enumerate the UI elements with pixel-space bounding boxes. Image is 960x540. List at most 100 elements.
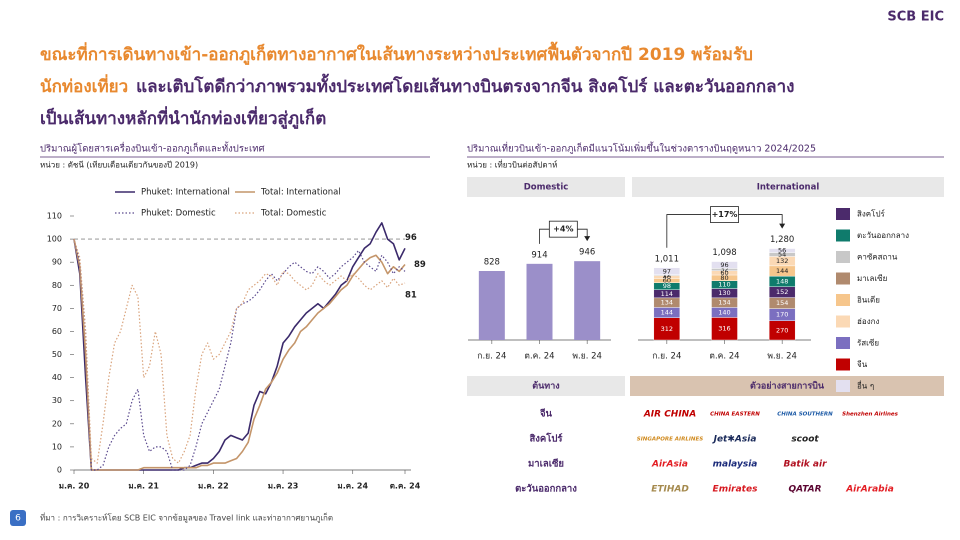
page-badge <box>10 510 26 526</box>
bar-segment <box>711 261 738 269</box>
table-header-text: ตัวอย่างสายการบิน <box>750 381 825 392</box>
segment-label: 110 <box>718 281 730 289</box>
airline-logo: AIR CHINA <box>643 410 696 420</box>
annotation-arrow <box>779 223 786 229</box>
segment-label: 152 <box>776 288 788 296</box>
annotation-box <box>548 220 578 238</box>
segment-label: 132 <box>776 257 788 265</box>
chart-subtitle: หน่วย : ดัชนี (เทียบเดือนเดียวกันของปี 2… <box>40 161 198 170</box>
page-number: 6 <box>15 514 21 524</box>
legend-swatch <box>836 358 850 371</box>
bar <box>574 261 601 340</box>
segment-label: 170 <box>776 311 788 319</box>
chart-title: ปริมาณเที่ยวบินเข้า-ออกภูเก็ตมีแนวโน้มเพ… <box>467 142 816 155</box>
airline-logo: malaysia <box>713 460 758 470</box>
annotation: +17% <box>712 210 738 219</box>
chart-title: ปริมาณผู้โดยสารเครื่องบินเข้า-ออกภูเก็ตแ… <box>40 142 265 155</box>
end-label: 96 <box>405 233 417 243</box>
segment-label: 140 <box>718 308 730 316</box>
legend-swatch <box>836 337 850 349</box>
y-tick-label: 70 <box>52 304 62 313</box>
total-label: 1,098 <box>712 248 736 258</box>
segment-label: 144 <box>776 267 788 275</box>
x-tick-label: ก.ย. 24 <box>477 352 506 362</box>
source: ที่มา : การวิเคราะห์โดย SCB EIC จากข้อมู… <box>40 512 333 524</box>
segment-label: 270 <box>776 326 788 334</box>
x-tick-label: ม.ค. 22 <box>198 482 229 491</box>
legend-label: ฮ่องกง <box>857 317 879 326</box>
legend-label: ตะวันออกกลาง <box>857 231 909 240</box>
chart-subtitle: หน่วย : เที่ยวบินต่อสัปดาห์ <box>467 159 557 170</box>
segment-label: 97 <box>663 267 671 275</box>
airline-logo: SINGAPORE AIRLINES <box>637 437 703 443</box>
airline-logo: CHINA EASTERN <box>710 412 760 418</box>
legend-label: รัสเซีย <box>857 339 879 348</box>
legend-label: สิงคโปร์ <box>857 209 886 219</box>
y-tick-label: 10 <box>52 442 62 451</box>
segment-label: 134 <box>718 299 730 307</box>
y-tick-label: 60 <box>52 327 62 336</box>
value-label: 946 <box>579 248 595 258</box>
table-header-text: ต้นทาง <box>532 381 559 392</box>
legend-swatch <box>836 380 850 392</box>
segment-label: 32 <box>720 266 728 274</box>
title-part: และเติบโตดีกว่าภาพรวมทั้งประเทศโดยเส้นทา… <box>136 73 794 97</box>
origin: มาเลเซีย <box>528 458 564 470</box>
segment-label: 56 <box>778 247 786 255</box>
bar-segment <box>768 248 796 253</box>
airline-logo: CHINA SOUTHERN <box>777 412 833 418</box>
segment-label: 134 <box>661 299 673 307</box>
segment-label: 144 <box>661 309 673 317</box>
x-tick-label: ต.ค. 24 <box>390 482 421 491</box>
bar-segment <box>653 267 681 275</box>
y-tick-label: 30 <box>52 396 62 405</box>
y-tick-label: 110 <box>47 212 62 221</box>
total-label: 1,011 <box>655 254 679 264</box>
segment-label: 154 <box>776 299 788 307</box>
end-label: 89 <box>414 260 426 270</box>
airline-logo: AirArabia <box>845 485 894 495</box>
legend-label: จีน <box>857 360 868 369</box>
x-tick-label: ม.ค. 21 <box>128 482 159 491</box>
title-part: นักท่องเที่ยว <box>40 74 128 97</box>
annotation: +4% <box>553 225 573 234</box>
legend-swatch <box>836 294 850 306</box>
x-tick-label: ก.ย. 24 <box>652 352 681 362</box>
bar <box>478 271 505 340</box>
x-tick-label: ม.ค. 20 <box>59 482 90 491</box>
table-header <box>630 376 944 396</box>
segment-label: 130 <box>718 289 730 297</box>
segment-label: 312 <box>661 325 673 333</box>
segment-label: 60 <box>663 277 671 285</box>
y-tick-label: 100 <box>47 235 62 244</box>
legend-swatch <box>836 229 850 242</box>
x-tick-label: พ.ย. 24 <box>572 352 602 362</box>
total-label: 1,280 <box>770 235 794 245</box>
series-line <box>73 238 406 471</box>
legend-swatch <box>836 315 850 328</box>
origin: ตะวันออกกลาง <box>515 484 577 495</box>
segment-label: 114 <box>661 290 673 298</box>
legend-label: อื่น ๆ <box>857 380 874 391</box>
end-label: 81 <box>405 290 417 300</box>
y-tick-label: 0 <box>57 466 62 475</box>
airline-logo: Jet✱Asia <box>712 435 757 445</box>
panel-title: International <box>757 183 820 193</box>
x-tick-label: ต.ค. 24 <box>524 352 554 362</box>
legend-label: Phuket: Domestic <box>141 209 216 219</box>
legend-swatch <box>836 208 850 220</box>
segment-label: 98 <box>663 282 671 290</box>
origin: สิงคโปร์ <box>529 433 563 445</box>
x-tick-label: ม.ค. 23 <box>268 482 299 491</box>
airline-logo: QATAR <box>788 485 821 495</box>
airline-logo: Shenzhen Airlines <box>842 412 898 418</box>
y-tick-label: 40 <box>52 373 62 382</box>
segment-label: 316 <box>718 325 730 333</box>
airline-logo: scoot <box>791 435 819 445</box>
panel-header <box>632 177 944 197</box>
panel-header <box>467 177 625 197</box>
series-line <box>73 222 406 471</box>
x-tick-label: พ.ย. 24 <box>767 352 797 362</box>
y-tick-label: 20 <box>52 419 62 428</box>
segment-label: 148 <box>776 277 788 285</box>
